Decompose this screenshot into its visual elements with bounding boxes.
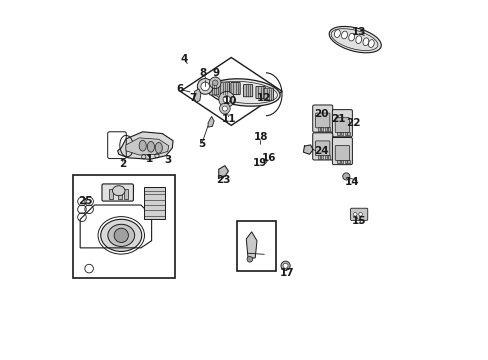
- Bar: [324, 127, 326, 131]
- Bar: [321, 155, 323, 158]
- Circle shape: [114, 228, 128, 243]
- Circle shape: [223, 96, 230, 103]
- Polygon shape: [246, 232, 257, 258]
- Bar: [346, 132, 349, 135]
- FancyBboxPatch shape: [220, 82, 229, 94]
- Bar: [327, 155, 329, 158]
- Circle shape: [222, 106, 227, 111]
- Circle shape: [218, 91, 234, 107]
- FancyBboxPatch shape: [230, 82, 240, 95]
- FancyBboxPatch shape: [264, 88, 273, 100]
- Polygon shape: [125, 138, 168, 155]
- Bar: [337, 132, 339, 135]
- Bar: [346, 159, 349, 163]
- FancyBboxPatch shape: [312, 105, 332, 132]
- Polygon shape: [193, 89, 201, 102]
- Bar: [124, 189, 128, 199]
- Bar: [317, 155, 319, 158]
- Circle shape: [197, 78, 213, 94]
- FancyBboxPatch shape: [315, 141, 329, 156]
- Text: 6: 6: [176, 84, 183, 94]
- Text: 17: 17: [280, 268, 294, 278]
- Polygon shape: [118, 132, 173, 159]
- FancyBboxPatch shape: [335, 118, 349, 132]
- Text: 19: 19: [252, 158, 266, 168]
- Bar: [321, 127, 323, 131]
- Bar: [143, 187, 165, 219]
- Circle shape: [212, 80, 218, 86]
- Bar: [340, 159, 343, 163]
- Ellipse shape: [367, 40, 373, 48]
- FancyBboxPatch shape: [350, 208, 367, 220]
- Text: 20: 20: [313, 109, 328, 119]
- Bar: [344, 132, 346, 135]
- Bar: [73, 175, 175, 278]
- Circle shape: [201, 82, 209, 91]
- Text: 9: 9: [212, 68, 219, 78]
- Bar: [236, 221, 275, 271]
- Circle shape: [219, 103, 230, 114]
- Circle shape: [342, 173, 349, 180]
- Polygon shape: [218, 166, 228, 178]
- Text: 3: 3: [164, 156, 171, 165]
- Bar: [337, 159, 339, 163]
- Bar: [340, 132, 343, 135]
- Ellipse shape: [147, 141, 154, 152]
- Ellipse shape: [355, 36, 361, 44]
- Ellipse shape: [208, 79, 280, 106]
- FancyBboxPatch shape: [255, 86, 264, 99]
- Text: 5: 5: [198, 139, 205, 149]
- Text: 7: 7: [189, 93, 196, 103]
- FancyBboxPatch shape: [332, 138, 352, 165]
- Text: 18: 18: [253, 132, 267, 142]
- Text: 8: 8: [200, 68, 206, 78]
- FancyBboxPatch shape: [332, 110, 352, 137]
- Text: 15: 15: [351, 216, 366, 226]
- Polygon shape: [303, 145, 312, 154]
- Ellipse shape: [328, 26, 381, 53]
- Circle shape: [281, 261, 290, 270]
- Text: 12: 12: [256, 93, 271, 103]
- Text: 25: 25: [78, 197, 93, 206]
- Bar: [344, 159, 346, 163]
- Text: 2: 2: [119, 159, 126, 169]
- Text: 1: 1: [146, 154, 153, 163]
- Text: 10: 10: [223, 96, 237, 107]
- Polygon shape: [207, 116, 214, 127]
- Ellipse shape: [362, 38, 368, 46]
- Text: 14: 14: [344, 177, 358, 187]
- Circle shape: [353, 212, 356, 216]
- Text: 21: 21: [330, 114, 345, 124]
- Ellipse shape: [348, 33, 354, 41]
- FancyBboxPatch shape: [209, 83, 218, 95]
- Text: 13: 13: [351, 27, 366, 37]
- Circle shape: [209, 77, 221, 89]
- Circle shape: [283, 263, 287, 268]
- Ellipse shape: [334, 30, 340, 37]
- Text: 24: 24: [313, 147, 328, 157]
- Ellipse shape: [112, 186, 125, 196]
- Ellipse shape: [341, 31, 347, 39]
- Bar: [317, 127, 319, 131]
- Text: 22: 22: [346, 118, 360, 128]
- FancyBboxPatch shape: [335, 145, 349, 160]
- Bar: [108, 189, 113, 199]
- FancyBboxPatch shape: [315, 113, 329, 128]
- Ellipse shape: [108, 224, 134, 247]
- FancyBboxPatch shape: [102, 184, 133, 201]
- Ellipse shape: [139, 140, 146, 151]
- Circle shape: [358, 212, 362, 216]
- Circle shape: [246, 256, 252, 262]
- Text: 11: 11: [222, 113, 236, 123]
- Text: 4: 4: [180, 54, 187, 64]
- Bar: [118, 189, 122, 199]
- Bar: [324, 155, 326, 158]
- Text: 16: 16: [261, 153, 276, 163]
- Ellipse shape: [155, 143, 162, 153]
- Text: 23: 23: [215, 175, 230, 185]
- Ellipse shape: [101, 219, 142, 251]
- FancyBboxPatch shape: [243, 85, 252, 97]
- Bar: [327, 127, 329, 131]
- FancyBboxPatch shape: [312, 133, 332, 160]
